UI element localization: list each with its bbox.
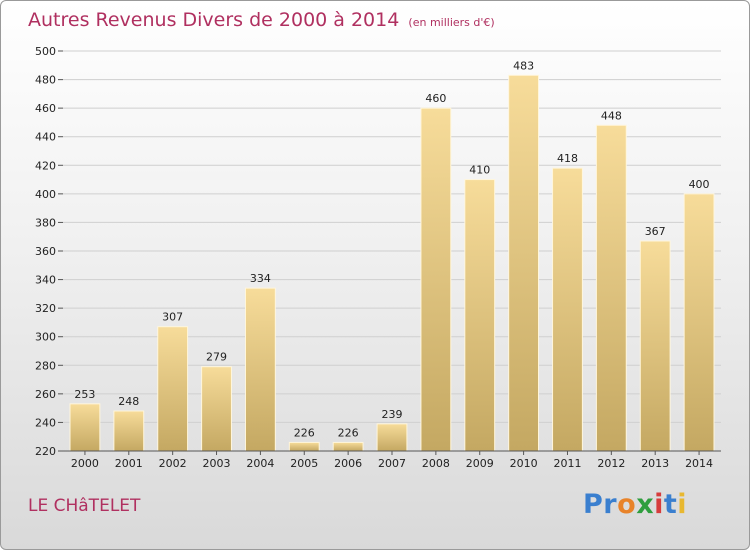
data-label-2008: 460 — [425, 92, 446, 105]
x-tick-label-2011: 2011 — [553, 457, 581, 470]
y-tick-label: 260 — [35, 388, 56, 401]
bar-2011 — [552, 167, 583, 452]
bar-2005 — [288, 441, 320, 452]
y-tick-label: 420 — [35, 159, 56, 172]
data-label-2007: 239 — [382, 408, 403, 421]
logo-letter: o — [617, 489, 637, 520]
bar-2000 — [69, 403, 101, 452]
logo-letter: P — [583, 489, 604, 520]
bar-2006 — [332, 441, 364, 452]
y-tick-label: 480 — [35, 74, 56, 87]
x-tick-label-2013: 2013 — [641, 457, 669, 470]
data-label-2002: 307 — [162, 311, 183, 324]
data-label-2009: 410 — [469, 164, 490, 177]
x-tick-label-2007: 2007 — [378, 457, 406, 470]
data-label-2013: 367 — [645, 225, 666, 238]
x-tick-label-2005: 2005 — [290, 457, 318, 470]
x-tick-label-2010: 2010 — [510, 457, 538, 470]
y-tick-label: 280 — [35, 359, 56, 372]
x-tick-label-2004: 2004 — [246, 457, 274, 470]
bar-2009 — [464, 179, 496, 452]
chart-title: Autres Revenus Divers de 2000 à 2014 — [28, 9, 400, 31]
data-label-2012: 448 — [601, 109, 622, 122]
proxiti-logo: Proxiti — [583, 489, 687, 520]
x-tick-label-2008: 2008 — [422, 457, 450, 470]
data-label-2003: 279 — [206, 351, 227, 364]
logo-letter: t — [663, 489, 678, 520]
bar-2013 — [639, 240, 671, 452]
x-tick-label-2003: 2003 — [203, 457, 231, 470]
y-tick-label: 380 — [35, 216, 56, 229]
x-tick-label-2000: 2000 — [71, 457, 99, 470]
y-tick-label: 400 — [35, 188, 56, 201]
data-labels: 253 248 307 279 334 226 226 239 460 410 483 418 448 3… — [74, 59, 709, 439]
x-tick-label-2001: 2001 — [115, 457, 143, 470]
bars — [69, 74, 715, 452]
bar-2010 — [508, 74, 540, 452]
y-tick-label: 220 — [35, 445, 56, 458]
data-label-2014: 400 — [689, 178, 710, 191]
data-label-2004: 334 — [250, 272, 271, 285]
x-tick-label-2012: 2012 — [597, 457, 625, 470]
bar-2007 — [376, 423, 408, 452]
y-tick-label: 240 — [35, 416, 56, 429]
x-tick-label-2002: 2002 — [159, 457, 187, 470]
data-label-2010: 483 — [513, 59, 534, 72]
data-label-2001: 248 — [118, 395, 139, 408]
y-axis-ticks: 220 240 260 280 300 320 340 360 380 400 420 440 460 4… — [35, 45, 63, 458]
y-tick-label: 340 — [35, 274, 56, 287]
y-tick-label: 320 — [35, 302, 56, 315]
data-label-2011: 418 — [557, 152, 578, 165]
place-name: LE CHâTELET — [28, 496, 141, 516]
bar-2003 — [201, 366, 232, 452]
bar-2002 — [157, 326, 189, 452]
bar-2004 — [244, 287, 276, 452]
data-label-2005: 226 — [294, 426, 315, 439]
bar-2008 — [420, 107, 452, 452]
logo-letter: x — [636, 489, 655, 520]
data-label-2000: 253 — [74, 388, 95, 401]
x-tick-label-2014: 2014 — [685, 457, 713, 470]
y-tick-label: 460 — [35, 102, 56, 115]
chart-title-block: Autres Revenus Divers de 2000 à 2014 (en… — [28, 9, 495, 31]
bar-2014 — [683, 193, 715, 452]
y-tick-label: 360 — [35, 245, 56, 258]
y-tick-label: 440 — [35, 131, 56, 144]
logo-letter: r — [603, 489, 618, 520]
data-label-2006: 226 — [338, 426, 359, 439]
logo-letter: i — [677, 489, 688, 520]
bar-2012 — [595, 124, 627, 452]
x-tick-label-2009: 2009 — [466, 457, 494, 470]
x-axis-ticks: 2000 2001 2002 2003 2004 2005 2006 2007 2008 2009… — [71, 451, 713, 470]
chart-unit: (en milliers d'€) — [408, 16, 495, 29]
y-tick-label: 500 — [35, 45, 56, 58]
x-tick-label-2006: 2006 — [334, 457, 362, 470]
y-tick-label: 300 — [35, 331, 56, 344]
bar-2001 — [113, 410, 145, 452]
logo-letter: i — [654, 489, 664, 520]
